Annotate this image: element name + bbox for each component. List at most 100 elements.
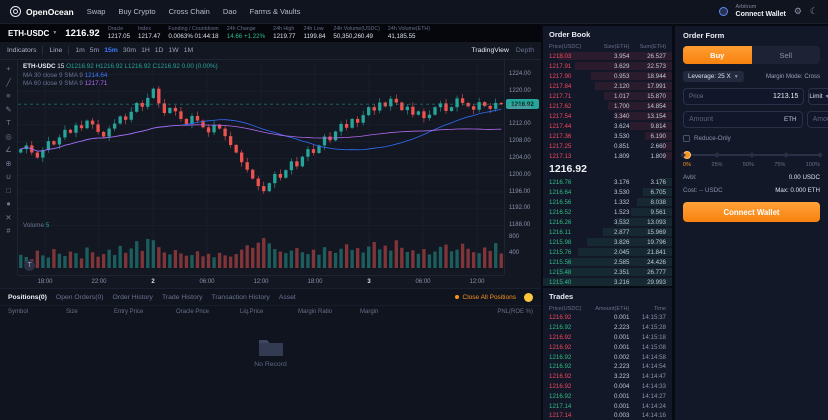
timeframe-1m[interactable]: 1m	[75, 47, 85, 54]
orderbook-ask-row[interactable]: 1217.71 1.017 15.870	[543, 91, 672, 101]
tab-open-orders-0[interactable]: Open Orders(0)	[55, 293, 104, 301]
trades-title: Trades	[549, 292, 574, 301]
tab-depth[interactable]: Depth	[515, 47, 534, 54]
emoji-tool-icon[interactable]: ◎	[5, 131, 12, 141]
pair-selector[interactable]: ETH-USDC ▼	[8, 29, 57, 38]
magnet-tool-icon[interactable]: ∪	[5, 172, 12, 181]
lock-tool-icon[interactable]: □	[6, 185, 11, 195]
crosshair-tool-icon[interactable]: +	[6, 64, 11, 73]
delete-tool-icon[interactable]: ✕	[5, 212, 12, 222]
candlestick-plot[interactable]: ETH-USDC 15 O1216.92 H1216.92 L1216.92 C…	[18, 60, 504, 275]
nav-item-swap[interactable]: Swap	[86, 7, 106, 16]
nav-item-dao[interactable]: Dao	[222, 7, 237, 16]
orderbook-bid-row[interactable]: 1216.76 3.176 3.176	[543, 177, 672, 187]
orderbook-ask-row[interactable]: 1218.03 3.954 26.527	[543, 51, 672, 61]
text-tool-icon[interactable]: T	[6, 118, 11, 127]
timeframe-15m[interactable]: 15m	[104, 47, 118, 54]
order-type-selector[interactable]: Limit ▼	[808, 88, 828, 105]
slider-label-25[interactable]: 25%	[711, 162, 723, 168]
slider-tick[interactable]	[817, 152, 823, 158]
amount-base-input[interactable]	[689, 116, 780, 123]
timeframe-5m[interactable]: 5m	[89, 47, 100, 54]
orderbook-ask-row[interactable]: 1217.13 1.809 1.809	[543, 151, 672, 161]
depth-bar	[664, 152, 672, 160]
slider-label-0[interactable]: 0%	[683, 162, 692, 168]
orderbook-ask-row[interactable]: 1217.90 0.953 18.944	[543, 71, 672, 81]
column-header: Amount(ETH)	[595, 305, 630, 312]
orderbook-bid-row[interactable]: 1216.52 1.523 9.561	[543, 207, 672, 217]
zoom-tool-icon[interactable]: ⊕	[5, 158, 12, 168]
orderbook-bid-row[interactable]: 1216.11 2.877 15.969	[543, 227, 672, 237]
price-input[interactable]	[707, 93, 799, 100]
orderbook-ask-row[interactable]: 1217.44 3.624 9.814	[543, 121, 672, 131]
tab-transaction-history[interactable]: Transaction History	[211, 293, 270, 301]
base-unit-label: ETH	[784, 116, 797, 123]
orderbook-ask-row[interactable]: 1217.91 3.629 22.573	[543, 61, 672, 71]
reduce-only-checkbox[interactable]	[683, 135, 690, 142]
timeframe-1w[interactable]: 1W	[168, 47, 179, 54]
slider-label-75[interactable]: 75%	[774, 162, 786, 168]
orderbook-bid-row[interactable]: 1216.64 3.530 6.705	[543, 187, 672, 197]
candlestick-chart[interactable]	[18, 60, 504, 275]
orderbook-ask-row[interactable]: 1217.62 1.700 14.854	[543, 101, 672, 111]
trade-row: 1216.92 0.001 14:14:27	[543, 391, 672, 401]
depth-bar	[556, 268, 672, 276]
orderbook-bid-row[interactable]: 1215.98 3.826 19.796	[543, 237, 672, 247]
orderbook-bid-row[interactable]: 1216.56 1.332 8.038	[543, 197, 672, 207]
measure-tool-icon[interactable]: ∠	[5, 145, 12, 154]
brush-tool-icon[interactable]: ✎	[5, 104, 12, 114]
fib-retracement-tool-icon[interactable]: ≡	[6, 91, 11, 100]
orderbook-ask-row[interactable]: 1217.25 0.851 2.660	[543, 141, 672, 151]
tab-order-history[interactable]: Order History	[112, 293, 153, 301]
tab-trade-history[interactable]: Trade History	[161, 293, 203, 301]
nav-item-farms-vaults[interactable]: Farms & Vaults	[249, 7, 301, 16]
timeframe-30m[interactable]: 30m	[122, 47, 137, 54]
orderbook-bid-row[interactable]: 1215.76 2.045 21.841	[543, 247, 672, 257]
leverage-selector[interactable]: Leverage: 25 X ▼	[683, 71, 744, 82]
amount-base-field[interactable]: ETH	[683, 111, 803, 128]
orderbook-bid-row[interactable]: 1215.48 2.351 26.777	[543, 267, 672, 277]
price-field[interactable]: Price	[683, 88, 805, 105]
timeframe-1h[interactable]: 1H	[141, 47, 150, 54]
eye-tool-icon[interactable]: ●	[6, 199, 11, 208]
tab-asset[interactable]: Asset	[278, 293, 296, 301]
tab-positions-0[interactable]: Positions(0)	[8, 293, 47, 301]
amount-quote-field[interactable]: USDC	[806, 111, 828, 128]
settings-gear-icon[interactable]: ⚙	[793, 6, 802, 16]
orderbook-bid-row[interactable]: 1215.56 2.585 24.426	[543, 257, 672, 267]
trendline-tool-icon[interactable]: ╱	[6, 77, 11, 87]
timeframe-1d[interactable]: 1D	[154, 47, 164, 54]
amount-quote-input[interactable]	[812, 116, 828, 123]
orderbook-mid-price[interactable]: 1216.92	[549, 163, 587, 175]
size-slider[interactable]	[680, 150, 823, 159]
wallet-block[interactable]: Arbitrum Connect Wallet	[736, 4, 786, 19]
nav-item-cross-chain[interactable]: Cross Chain	[168, 7, 210, 16]
sell-tab[interactable]: Sell	[779, 50, 792, 60]
line-style-button[interactable]: Line	[49, 47, 63, 54]
buy-tab[interactable]: Buy	[683, 46, 752, 64]
openocean-brand[interactable]: OpenOcean	[10, 6, 74, 17]
slider-tick[interactable]	[749, 152, 754, 158]
price-axis[interactable]: 1216.92 1224.00 1220.00 1216.00 1212.00 1208…	[504, 60, 541, 275]
timeframe-1m[interactable]: 1M	[183, 47, 194, 54]
theme-moon-icon[interactable]: ☾	[809, 6, 818, 16]
help-badge[interactable]	[524, 292, 533, 302]
slider-label-50[interactable]: 50%	[742, 162, 754, 168]
orderbook-ask-row[interactable]: 1217.54 3.340 13.154	[543, 111, 672, 121]
orderbook-bid-row[interactable]: 1215.40 3.216 29.993	[543, 277, 672, 286]
time-axis[interactable]: 18:00 22:00 2 06:00 12:00 18:00 3 06:00 12:00	[18, 275, 504, 288]
connect-wallet-button[interactable]: Connect Wallet	[683, 202, 820, 222]
orderbook-bid-row[interactable]: 1216.26 3.532 13.093	[543, 217, 672, 227]
camera-tool-icon[interactable]: #	[6, 226, 11, 235]
price-cell: 1216.56	[549, 198, 572, 206]
slider-tick[interactable]	[783, 152, 789, 158]
nav-item-buy-crypto[interactable]: Buy Crypto	[118, 7, 156, 16]
orderbook-ask-row[interactable]: 1217.84 2.120 17.991	[543, 81, 672, 91]
slider-label-100[interactable]: 100%	[805, 162, 820, 168]
orderbook-ask-row[interactable]: 1217.36 3.530 6.190	[543, 131, 672, 141]
size-cell: 1.809	[613, 152, 630, 160]
close-all-positions-button[interactable]: Close All Positions	[462, 293, 516, 301]
trade-row: 1216.92 0.001 14:15:18	[543, 333, 672, 343]
indicators-button[interactable]: Indicators	[7, 47, 37, 54]
tab-tradingview[interactable]: TradingView	[471, 47, 509, 54]
